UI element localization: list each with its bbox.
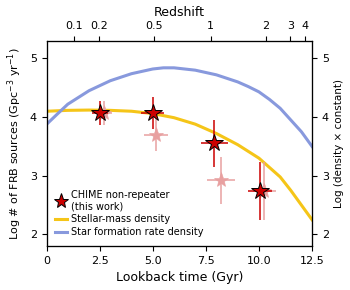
Y-axis label: Log # of FRB sources (Gpc$^{-3}$ yr$^{-1}$): Log # of FRB sources (Gpc$^{-3}$ yr$^{-1… <box>6 47 24 240</box>
X-axis label: Lookback time (Gyr): Lookback time (Gyr) <box>116 271 243 284</box>
Legend: CHIME non-repeater
(this work), Stellar-mass density, Star formation rate densit: CHIME non-repeater (this work), Stellar-… <box>51 186 207 241</box>
X-axis label: Redshift: Redshift <box>154 6 205 19</box>
Y-axis label: Log (density × constant): Log (density × constant) <box>335 79 344 208</box>
